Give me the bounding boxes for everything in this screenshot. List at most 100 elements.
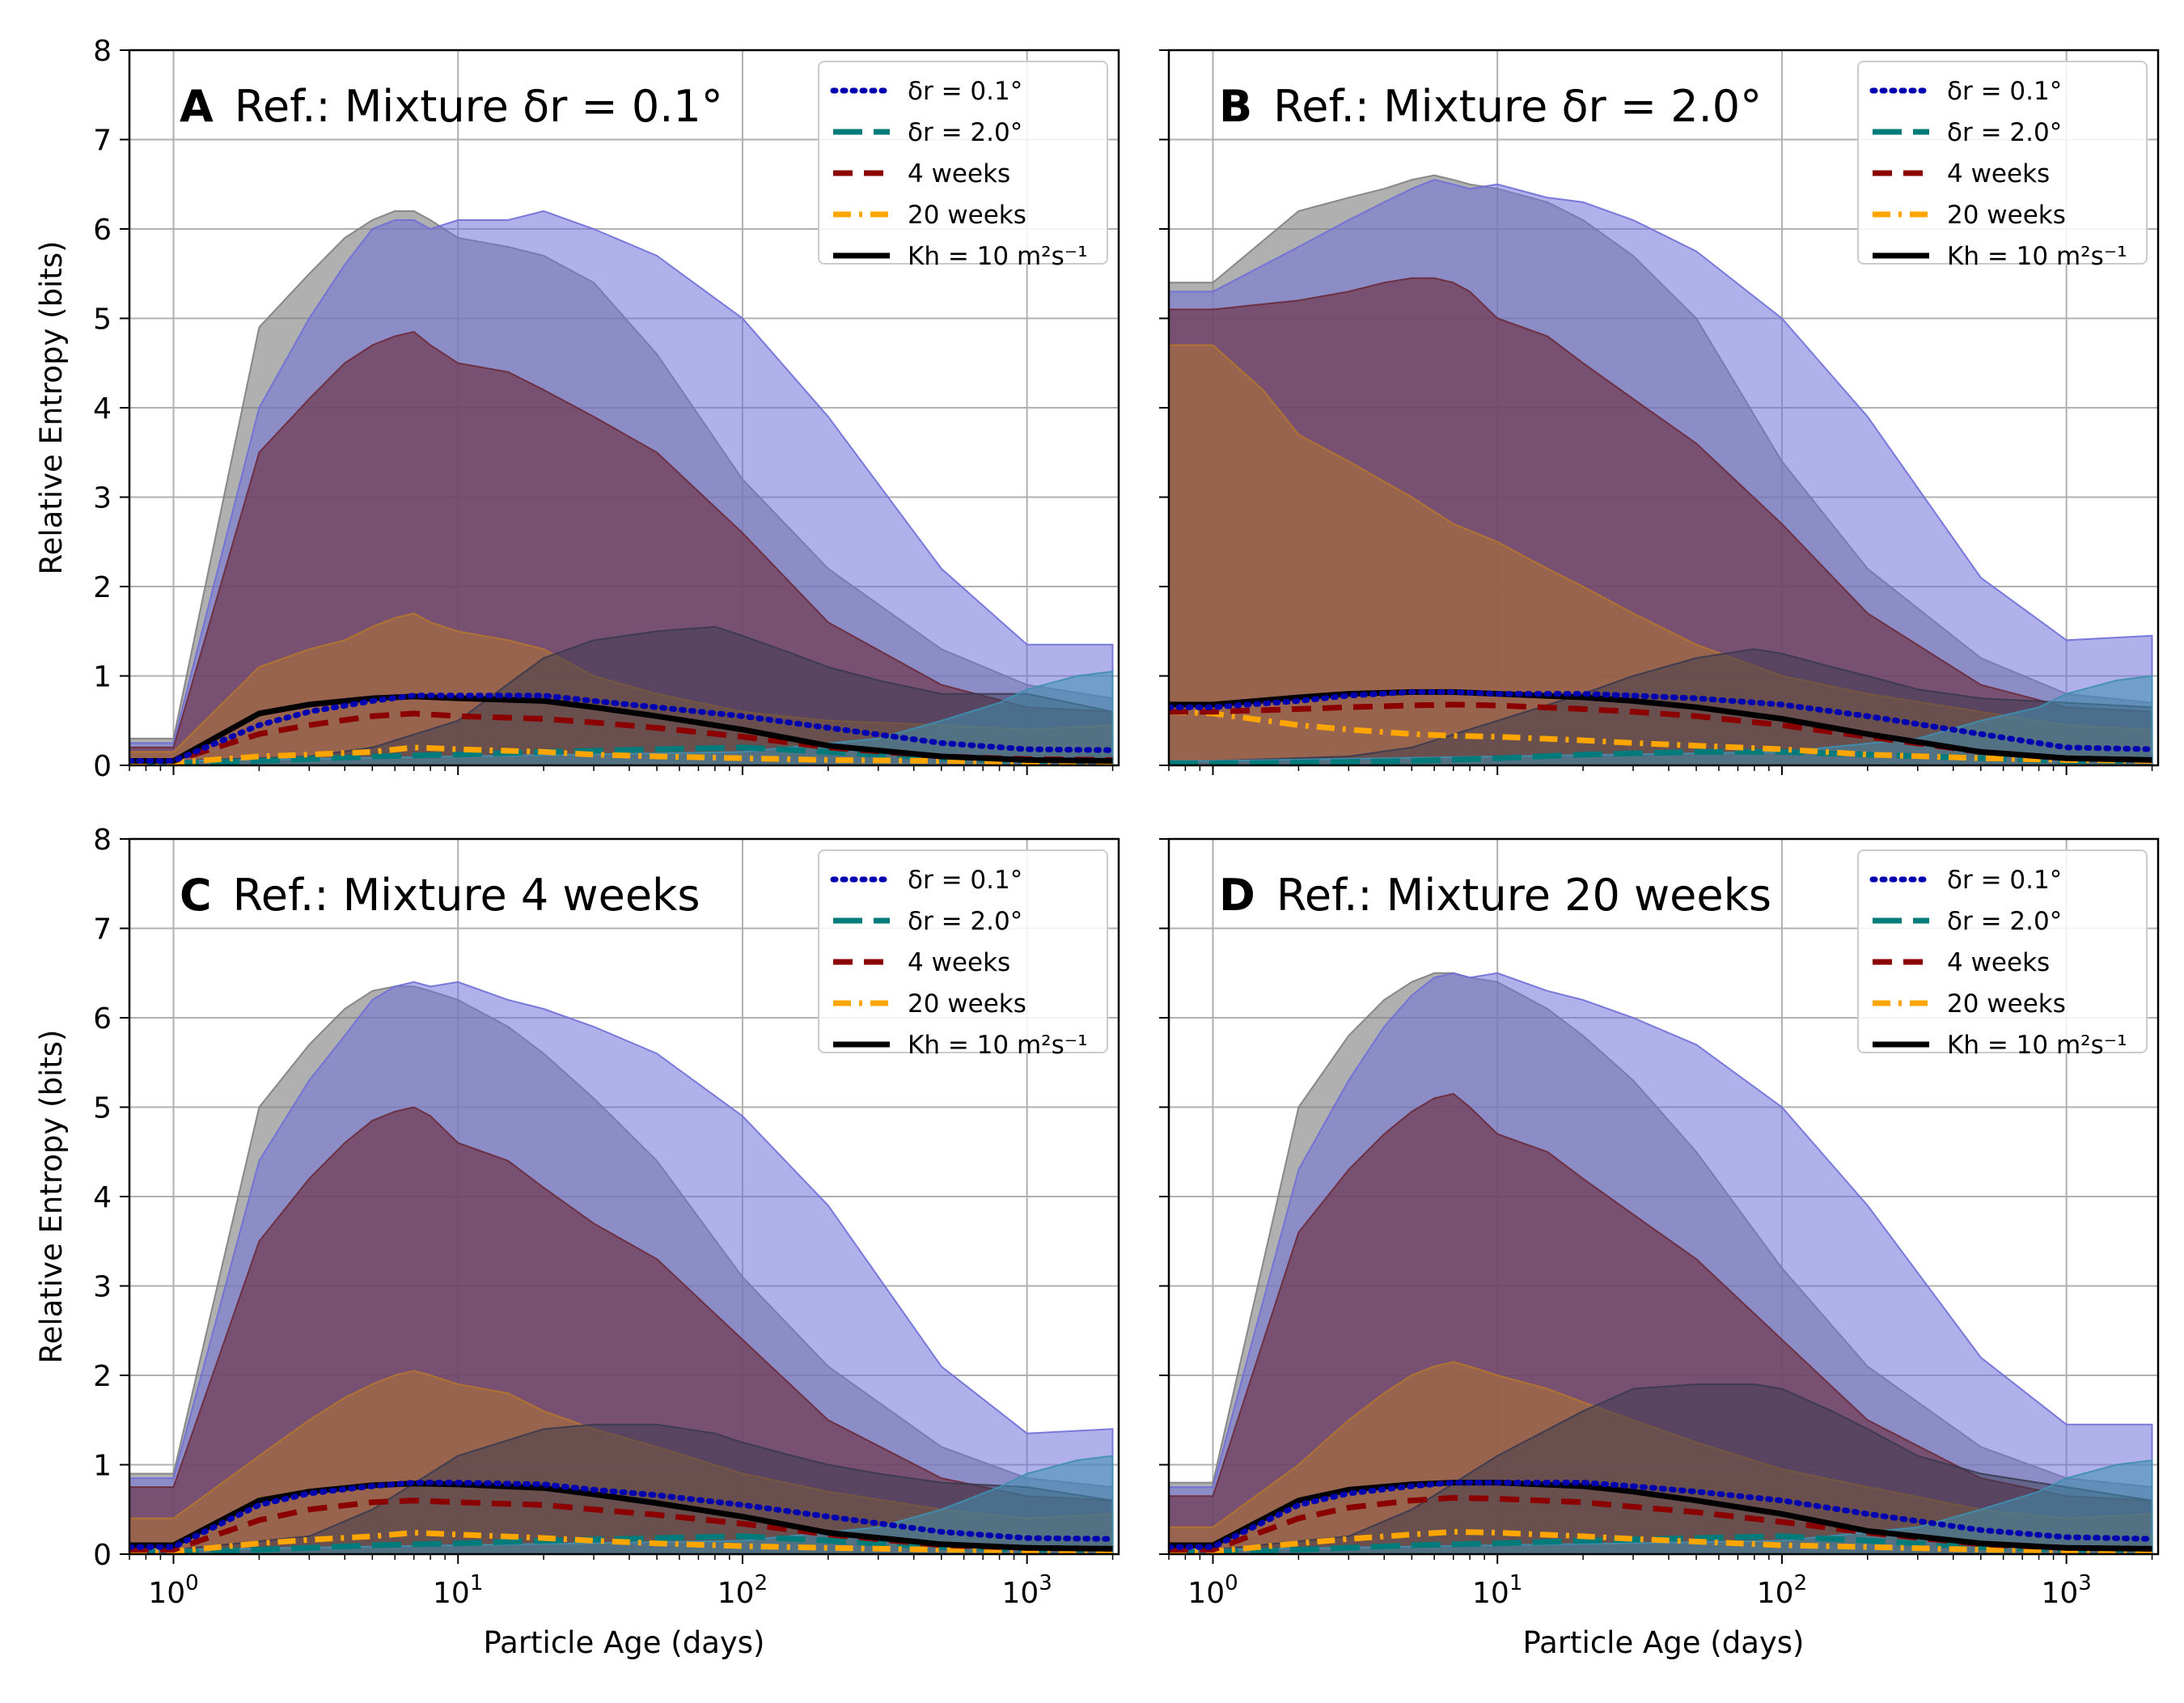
series-line-4 xyxy=(1169,688,2152,763)
series-line-4 xyxy=(129,693,1113,764)
x-tick-label: 103 xyxy=(1001,1571,1052,1610)
y-tick-label: 6 xyxy=(93,214,112,247)
panel-letter: C xyxy=(180,870,212,921)
legend: δr = 0.1° δr = 2.0° 4 weeks 20 weeks Kh = 10… xyxy=(818,61,1108,271)
x-tick-base: 10 xyxy=(2041,1577,2078,1610)
y-tick-label: 0 xyxy=(93,1539,112,1572)
legend-label: Kh = 10 m²s⁻¹ xyxy=(908,1031,1088,1060)
series-line-0 xyxy=(1169,1480,2155,1550)
y-tick-label: 3 xyxy=(93,1271,112,1304)
legend-label: δr = 2.0° xyxy=(1947,907,2062,936)
x-tick-exponent: 1 xyxy=(1509,1571,1523,1595)
legend-label: 4 weeks xyxy=(1947,159,2050,189)
legend-label: δr = 2.0° xyxy=(908,118,1022,147)
legend-label: δr = 0.1° xyxy=(908,77,1022,106)
x-tick-exponent: 3 xyxy=(1039,1571,1052,1595)
y-tick-label: 2 xyxy=(93,571,112,604)
series-lines xyxy=(129,693,1115,765)
panel-letter: A xyxy=(180,81,214,132)
panel-b: B Ref.: Mixture δr = 2.0° δr = 0.1° δr = 2.… xyxy=(1159,49,2160,775)
legend-label: Kh = 10 m²s⁻¹ xyxy=(1947,242,2127,271)
y-tick-label: 5 xyxy=(93,303,112,337)
legend-box xyxy=(1857,61,2148,265)
x-tick-label: 101 xyxy=(1472,1571,1522,1610)
legend-label: 20 weeks xyxy=(908,989,1026,1019)
legend-label: 4 weeks xyxy=(1947,948,2050,977)
x-tick-exponent: 0 xyxy=(1225,1571,1238,1595)
x-tick-exponent: 2 xyxy=(1794,1571,1808,1595)
legend-box xyxy=(818,849,1108,1053)
series-line-0 xyxy=(129,693,1115,764)
legend-box xyxy=(1857,849,2148,1053)
y-tick-label: 5 xyxy=(93,1092,112,1125)
panel-title-text: Ref.: Mixture δr = 2.0° xyxy=(1273,81,1762,132)
legend-label: 20 weeks xyxy=(1947,201,2066,230)
x-tick-label: 100 xyxy=(1187,1571,1238,1610)
legend: δr = 0.1° δr = 2.0° 4 weeks 20 weeks Kh = 10… xyxy=(818,849,1108,1060)
x-tick-label: 102 xyxy=(1757,1571,1807,1610)
y-tick-label: 4 xyxy=(93,392,112,426)
legend-label: δr = 2.0° xyxy=(908,907,1022,936)
y-tick-label: 8 xyxy=(93,824,112,857)
bands xyxy=(129,210,1114,765)
legend-box xyxy=(818,61,1108,265)
panel-title: A Ref.: Mixture δr = 0.1° xyxy=(180,81,723,132)
x-tick-base: 10 xyxy=(148,1577,185,1610)
series-line-4 xyxy=(129,1481,1113,1552)
series-line-3 xyxy=(1169,709,2152,764)
series-line-3 xyxy=(1169,1528,2152,1554)
y-axis-label: Relative Entropy (bits) xyxy=(34,1030,69,1364)
x-axis-label: Particle Age (days) xyxy=(1523,1625,1805,1660)
x-tick-label: 103 xyxy=(2041,1571,2091,1610)
series-lines xyxy=(129,1480,1115,1554)
series-line-3 xyxy=(129,1529,1113,1554)
series-line-4 xyxy=(1169,1480,2152,1552)
x-tick-label: 100 xyxy=(148,1571,198,1610)
y-tick-label: 2 xyxy=(93,1360,112,1393)
panel-title-text: Ref.: Mixture δr = 0.1° xyxy=(235,81,723,132)
panel-a: 0 1 2 3 4 5 6 7 8 Relative Entropy (bits) A Ref.: M… xyxy=(34,35,1120,783)
legend-label: δr = 0.1° xyxy=(908,866,1022,895)
panel-title: B Ref.: Mixture δr = 2.0° xyxy=(1219,81,1762,132)
y-axis-label: Relative Entropy (bits) xyxy=(34,241,69,575)
legend-label: δr = 0.1° xyxy=(1947,866,2062,895)
x-tick-label: 102 xyxy=(717,1571,768,1610)
legend-label: Kh = 10 m²s⁻¹ xyxy=(908,242,1088,271)
legend-label: 4 weeks xyxy=(908,948,1010,977)
legend-label: δr = 2.0° xyxy=(1947,118,2062,147)
y-tick-label: 4 xyxy=(93,1181,112,1214)
series-line-0 xyxy=(129,1480,1115,1550)
y-tick-label: 0 xyxy=(93,750,112,783)
y-tick-label: 1 xyxy=(93,1450,112,1483)
bands xyxy=(1169,972,2153,1554)
series-line-0 xyxy=(1169,688,2155,752)
y-tick-label: 7 xyxy=(93,913,112,947)
panel-title: C Ref.: Mixture 4 weeks xyxy=(180,870,700,921)
x-tick-base: 10 xyxy=(433,1577,470,1610)
panel-letter: D xyxy=(1219,870,1255,921)
y-tick-label: 7 xyxy=(93,125,112,158)
legend-label: δr = 0.1° xyxy=(1947,77,2062,106)
panel-title: D Ref.: Mixture 20 weeks xyxy=(1219,870,1771,921)
bands xyxy=(129,981,1114,1554)
bands xyxy=(1169,174,2153,765)
x-tick-label: 101 xyxy=(433,1571,483,1610)
x-axis-label: Particle Age (days) xyxy=(484,1625,765,1660)
series-line-3 xyxy=(129,744,1113,765)
series-lines xyxy=(1169,1480,2155,1554)
x-tick-exponent: 1 xyxy=(470,1571,484,1595)
legend-label: 20 weeks xyxy=(908,201,1026,230)
y-tick-label: 3 xyxy=(93,482,112,515)
x-tick-base: 10 xyxy=(1187,1577,1225,1610)
x-tick-exponent: 2 xyxy=(755,1571,768,1595)
panel-letter: B xyxy=(1219,81,1252,132)
legend-label: Kh = 10 m²s⁻¹ xyxy=(1947,1031,2127,1060)
legend: δr = 0.1° δr = 2.0° 4 weeks 20 weeks Kh = 10… xyxy=(1857,849,2148,1060)
x-tick-base: 10 xyxy=(1472,1577,1509,1610)
panel-title-text: Ref.: Mixture 4 weeks xyxy=(233,870,700,921)
y-tick-label: 1 xyxy=(93,661,112,694)
